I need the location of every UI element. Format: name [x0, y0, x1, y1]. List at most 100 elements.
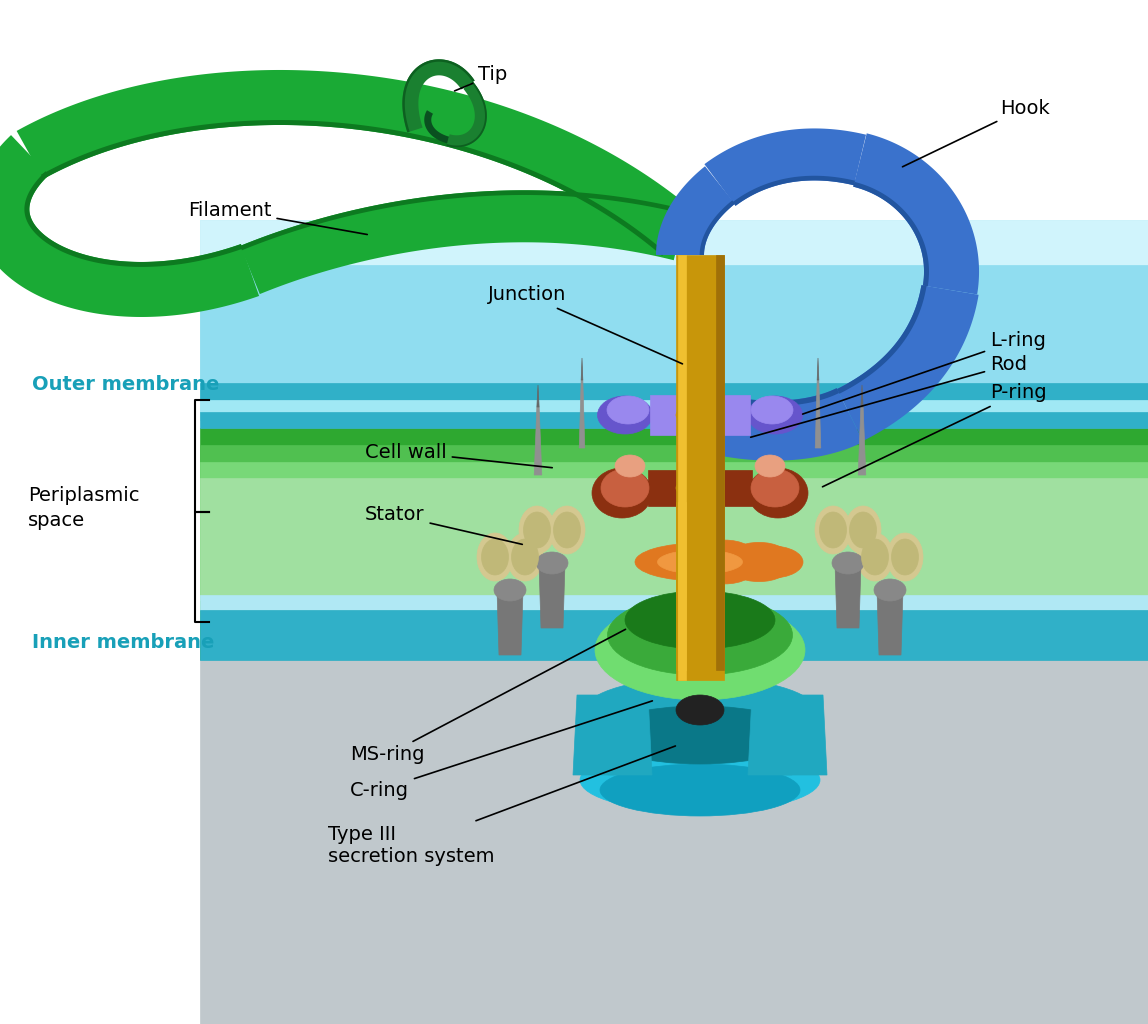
- Ellipse shape: [676, 406, 724, 425]
- Polygon shape: [678, 255, 687, 670]
- Polygon shape: [678, 570, 687, 680]
- Polygon shape: [707, 388, 839, 407]
- Ellipse shape: [751, 469, 799, 507]
- Ellipse shape: [845, 506, 881, 554]
- Ellipse shape: [748, 468, 808, 518]
- Polygon shape: [240, 190, 687, 250]
- Polygon shape: [837, 285, 978, 441]
- Polygon shape: [608, 695, 652, 775]
- Polygon shape: [748, 695, 792, 775]
- Ellipse shape: [478, 534, 513, 581]
- Polygon shape: [716, 255, 724, 670]
- Ellipse shape: [635, 543, 765, 581]
- Polygon shape: [835, 563, 861, 628]
- Polygon shape: [837, 285, 926, 394]
- Text: L-ring: L-ring: [802, 331, 1046, 414]
- Polygon shape: [24, 171, 242, 267]
- Polygon shape: [200, 428, 1148, 660]
- Polygon shape: [200, 478, 1148, 600]
- Ellipse shape: [549, 506, 585, 554]
- Ellipse shape: [747, 396, 802, 434]
- Text: MS-ring: MS-ring: [350, 630, 626, 765]
- Ellipse shape: [615, 455, 645, 477]
- Ellipse shape: [536, 552, 568, 574]
- Ellipse shape: [523, 512, 551, 548]
- Polygon shape: [200, 265, 1148, 385]
- Polygon shape: [581, 358, 583, 380]
- Ellipse shape: [728, 543, 790, 574]
- Text: Filament: Filament: [188, 201, 367, 234]
- Polygon shape: [200, 220, 1148, 265]
- Polygon shape: [534, 407, 542, 475]
- Ellipse shape: [602, 469, 649, 507]
- Text: Cell wall: Cell wall: [365, 442, 552, 468]
- Ellipse shape: [553, 512, 581, 548]
- Polygon shape: [699, 201, 735, 255]
- Ellipse shape: [693, 552, 755, 584]
- Ellipse shape: [592, 468, 652, 518]
- Ellipse shape: [481, 539, 509, 575]
- Text: P-ring: P-ring: [822, 384, 1047, 486]
- Polygon shape: [861, 385, 863, 407]
- Polygon shape: [200, 400, 1148, 412]
- Polygon shape: [17, 70, 698, 256]
- Text: C-ring: C-ring: [350, 700, 652, 800]
- Ellipse shape: [580, 748, 820, 812]
- Polygon shape: [656, 166, 735, 255]
- Ellipse shape: [607, 396, 649, 424]
- Polygon shape: [676, 502, 724, 597]
- Ellipse shape: [887, 534, 923, 581]
- Polygon shape: [240, 190, 687, 294]
- Polygon shape: [200, 412, 1148, 428]
- Text: Tip: Tip: [455, 66, 507, 91]
- Polygon shape: [447, 81, 487, 147]
- Ellipse shape: [751, 396, 793, 424]
- Polygon shape: [403, 59, 474, 132]
- Polygon shape: [447, 81, 487, 147]
- Ellipse shape: [861, 539, 889, 575]
- Ellipse shape: [658, 550, 743, 574]
- Polygon shape: [691, 388, 863, 461]
- Ellipse shape: [728, 550, 790, 582]
- Text: Inner membrane: Inner membrane: [32, 633, 215, 652]
- Polygon shape: [877, 590, 903, 655]
- Ellipse shape: [693, 540, 755, 572]
- Polygon shape: [853, 133, 979, 295]
- Ellipse shape: [625, 591, 775, 649]
- Text: Rod: Rod: [751, 355, 1027, 437]
- Ellipse shape: [595, 600, 805, 700]
- Polygon shape: [676, 255, 724, 670]
- Polygon shape: [200, 0, 1148, 220]
- Text: Junction: Junction: [488, 286, 682, 364]
- Ellipse shape: [858, 534, 893, 581]
- Polygon shape: [200, 660, 1148, 1024]
- Polygon shape: [705, 128, 866, 206]
- Polygon shape: [41, 120, 666, 256]
- Polygon shape: [0, 135, 259, 317]
- Polygon shape: [537, 385, 540, 407]
- Text: Type III
secretion system: Type III secretion system: [328, 745, 675, 865]
- Ellipse shape: [874, 579, 906, 601]
- Ellipse shape: [815, 506, 851, 554]
- Polygon shape: [650, 395, 676, 435]
- Ellipse shape: [494, 579, 526, 601]
- Ellipse shape: [676, 477, 724, 499]
- Ellipse shape: [600, 764, 800, 816]
- Polygon shape: [200, 445, 1148, 640]
- Text: Periplasmic
space: Periplasmic space: [28, 486, 140, 530]
- Polygon shape: [853, 182, 929, 287]
- Polygon shape: [783, 695, 827, 775]
- Ellipse shape: [755, 455, 785, 477]
- Polygon shape: [425, 111, 449, 143]
- Ellipse shape: [685, 557, 715, 575]
- Polygon shape: [815, 380, 821, 449]
- Ellipse shape: [820, 512, 846, 548]
- Polygon shape: [724, 470, 752, 506]
- Polygon shape: [497, 590, 523, 655]
- Ellipse shape: [597, 706, 802, 764]
- Ellipse shape: [850, 512, 877, 548]
- Ellipse shape: [512, 539, 538, 575]
- Polygon shape: [676, 570, 724, 680]
- Polygon shape: [647, 470, 676, 506]
- Polygon shape: [0, 0, 200, 1024]
